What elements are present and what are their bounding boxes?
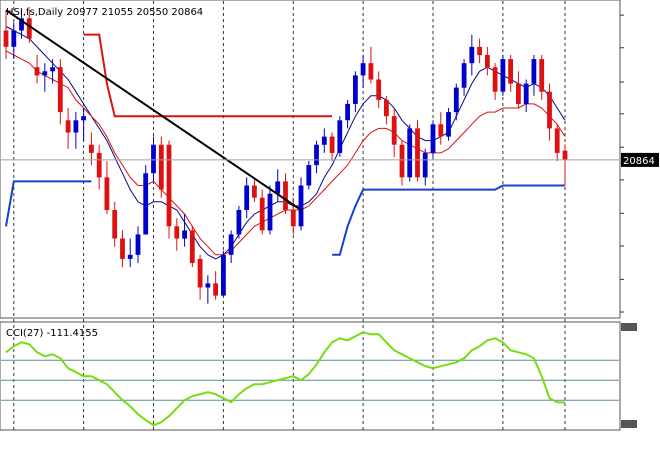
candle-body [290,210,296,227]
candle-body [252,185,257,198]
candle-body [461,63,467,88]
candle-body [477,46,482,56]
candle-body [298,185,304,227]
candle-body [19,18,24,31]
trendline[interactable] [5,9,302,211]
candle-body [244,185,250,210]
candle-body [422,152,428,178]
candle-body [531,59,537,84]
candle-body [500,59,506,92]
candle-body [143,173,149,235]
candle-body [376,79,382,100]
candle-body [151,144,156,174]
candle-body [508,59,513,84]
resistance-line [83,33,333,118]
candle-body [221,254,226,296]
candle-body [236,210,242,235]
candle-body [275,181,281,194]
candle-body [213,283,218,296]
cci-level-lines [1,359,619,401]
candle-body [89,144,94,153]
candle-body [523,83,529,104]
cci-line [5,331,566,427]
candle-body [554,128,560,153]
chart-title: HSI,fs,Daily 20977 21055 20550 20864 [6,7,203,18]
candle-body [438,124,444,137]
candle-body [516,83,521,104]
candle-body [127,254,133,259]
candle-body [360,63,366,76]
candle-body [81,116,86,121]
candle-body [205,283,211,288]
candle-body [259,197,265,231]
candle-body [267,193,273,231]
candle-body [562,150,568,160]
candle-body [73,120,79,133]
candle-body [228,234,234,255]
candle-body [407,128,413,178]
support-line [5,180,92,227]
candle-body [321,136,327,145]
candle-body [547,91,552,129]
candle-body [399,144,405,178]
candle-body [112,210,118,239]
candle-body [42,71,48,76]
candle-body [166,144,172,227]
current-price-box [621,152,659,167]
candle-body [34,67,40,76]
main-pane[interactable] [0,0,621,319]
candle-body [182,230,187,239]
candle-body [391,116,397,145]
candle-body [57,67,63,113]
candle-body [485,55,490,68]
candle-body [65,120,71,133]
current-price-label: 20864 [623,156,655,167]
candle-body [492,67,498,92]
candle-body [353,75,358,104]
candle-body [104,177,110,210]
cci-min-tag [621,420,637,428]
candle-body [368,63,374,80]
support-line [332,184,565,256]
cci-pane[interactable] [0,321,621,431]
candle-body [469,46,475,64]
candle-body [174,226,180,239]
candle-body [306,165,312,186]
candle-body [189,230,195,263]
candle-body [158,144,164,190]
candle-body [415,128,420,178]
candle-body [197,258,203,288]
price-axis [620,14,624,313]
candle-body [283,181,288,210]
candle-body [329,136,335,153]
candle-body [453,87,459,113]
candle-body [120,238,125,259]
candle-body [430,124,436,153]
candle-body [96,152,102,178]
candle-body [50,67,55,72]
cci-title: CCI(27) -111.4155 [6,328,98,339]
candle-body [337,120,343,153]
cci-max-tag [621,323,637,331]
cci-axis [621,323,637,428]
candle-body [11,30,17,47]
candle-body [539,59,545,92]
candle-body [446,112,451,137]
candle-body [135,234,141,255]
candle-body [3,30,9,47]
candle-body [314,144,319,166]
candles [3,10,568,304]
candle-body [345,103,350,121]
candle-body [26,18,32,39]
candle-body [384,99,389,117]
